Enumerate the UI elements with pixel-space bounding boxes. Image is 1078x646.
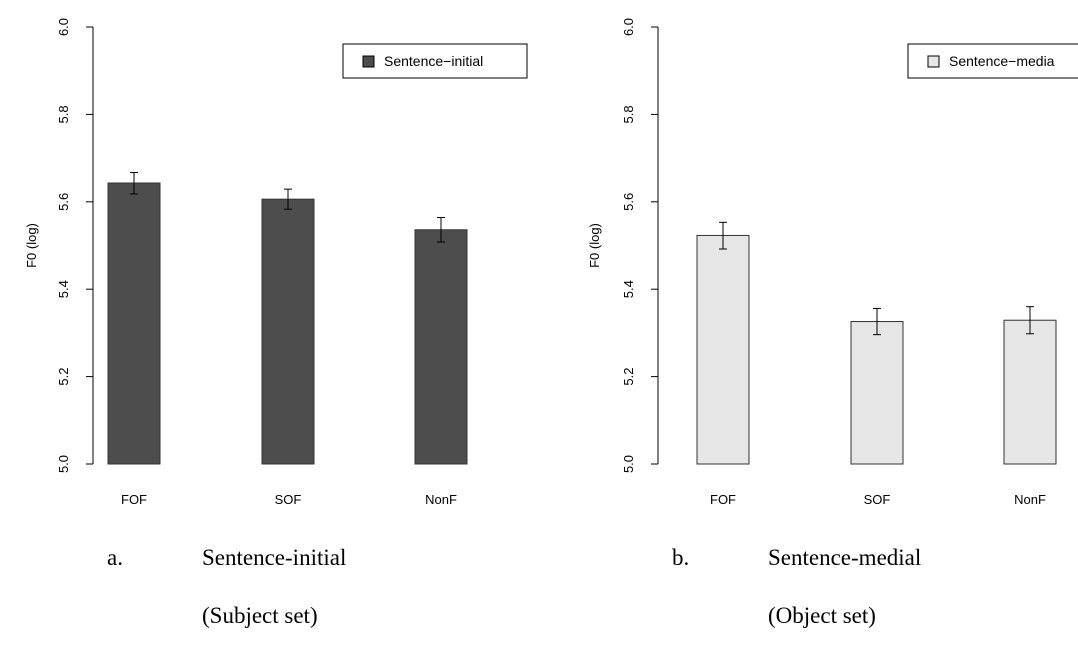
y-tick-label-a-3: 5.6 [56, 193, 71, 211]
legend-swatch-b [927, 55, 940, 68]
y-tick-label-a-4: 5.8 [56, 105, 71, 123]
y-axis-label-a: F0 (log) [24, 223, 39, 268]
y-tick-label-b-0: 5.0 [621, 455, 636, 473]
category-label-b-2: NonF [1014, 492, 1046, 507]
category-label-b-0: FOF [710, 492, 736, 507]
y-tick-label-b-4: 5.8 [621, 105, 636, 123]
bar-a-FOF [107, 182, 161, 465]
category-label-a-0: FOF [121, 492, 147, 507]
y-tick-label-a-5: 6.0 [56, 18, 71, 36]
legend-swatch-a [362, 55, 375, 68]
y-tick-label-b-1: 5.2 [621, 368, 636, 386]
legend-label-b: Sentence−media [949, 53, 1055, 69]
category-label-a-1: SOF [275, 492, 302, 507]
y-tick-label-a-2: 5.4 [56, 280, 71, 298]
caption-a-line2: (Subject set) [202, 603, 318, 628]
bar-b-FOF [696, 234, 750, 465]
y-tick-label-b-5: 6.0 [621, 18, 636, 36]
y-tick-label-a-0: 5.0 [56, 455, 71, 473]
caption-a-line1: Sentence-initial [202, 545, 346, 570]
bar-a-SOF [261, 198, 315, 465]
caption-b-line2: (Object set) [768, 603, 876, 628]
y-tick-label-b-3: 5.6 [621, 193, 636, 211]
y-tick-label-a-1: 5.2 [56, 368, 71, 386]
caption-b-letter: b. [672, 545, 689, 570]
chart-panel-b: 5.0 5.2 5.4 5.6 5.8 6.0 F0 (log) FOF SOF NonF Sent… [587, 18, 1078, 507]
y-tick-label-b-2: 5.4 [621, 280, 636, 298]
bar-b-SOF [850, 321, 904, 465]
category-label-b-1: SOF [864, 492, 891, 507]
chart-panel-a: 5.0 5.2 5.4 5.6 5.8 6.0 F0 (log) FOF SOF NonF Sent… [24, 18, 528, 507]
bar-b-NonF [1003, 319, 1057, 465]
category-label-a-2: NonF [425, 492, 457, 507]
caption-b-line1: Sentence-medial [768, 545, 921, 570]
caption-a-letter: a. [107, 545, 123, 570]
y-axis-label-b: F0 (log) [587, 223, 602, 268]
bar-a-NonF [414, 229, 468, 465]
legend-label-a: Sentence−initial [384, 53, 483, 69]
